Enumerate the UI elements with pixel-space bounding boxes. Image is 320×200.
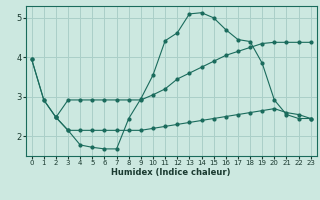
X-axis label: Humidex (Indice chaleur): Humidex (Indice chaleur) [111, 168, 231, 177]
